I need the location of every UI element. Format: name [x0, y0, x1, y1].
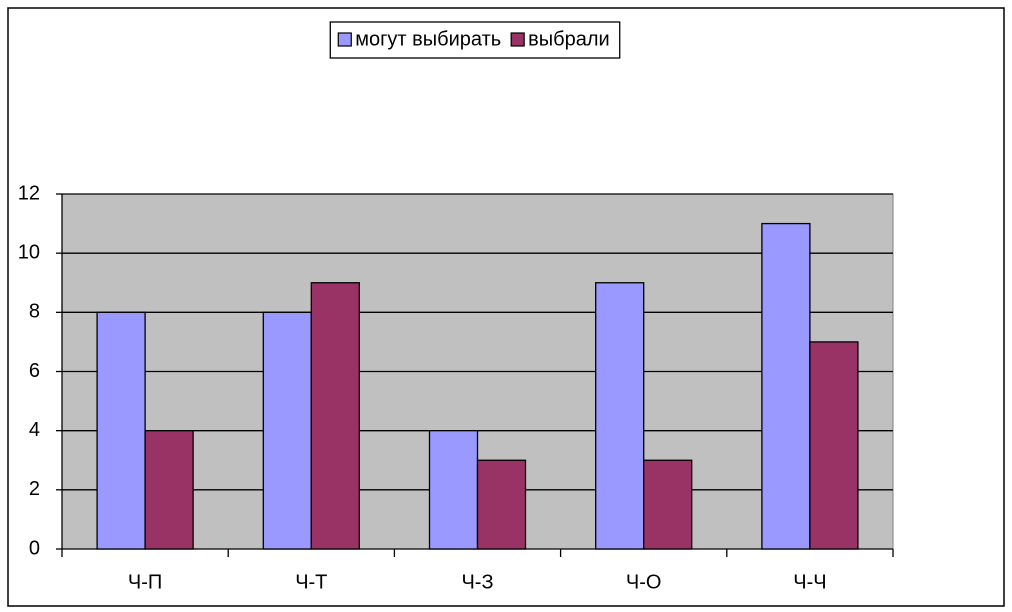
x-tick-label: Ч-Т — [295, 571, 327, 593]
bar — [761, 222, 811, 550]
legend-label: выбрали — [528, 28, 610, 50]
x-tick-label: Ч-Ч — [793, 571, 826, 593]
bar — [262, 311, 312, 550]
y-tick-label: 6 — [29, 360, 40, 382]
bar — [595, 282, 645, 550]
x-tick-label: Ч-З — [461, 571, 493, 593]
y-tick-label: 12 — [18, 182, 40, 204]
y-tick-label: 10 — [18, 241, 40, 263]
bar — [310, 282, 360, 550]
bar — [476, 459, 527, 550]
bar — [144, 430, 194, 550]
y-tick-label: 2 — [29, 478, 40, 500]
y-tick-label: 4 — [29, 419, 40, 441]
x-tick-label: Ч-П — [128, 571, 162, 593]
legend-swatch — [510, 32, 525, 47]
legend-label: могут выбирать — [355, 28, 501, 50]
y-tick-label: 8 — [29, 301, 40, 323]
legend-swatch — [337, 32, 352, 47]
bar — [643, 459, 693, 550]
bar — [809, 341, 859, 550]
y-tick-label: 0 — [29, 537, 40, 559]
legend — [329, 21, 621, 59]
bar — [428, 430, 479, 550]
x-tick-label: Ч-О — [626, 571, 662, 593]
bar — [96, 311, 146, 550]
